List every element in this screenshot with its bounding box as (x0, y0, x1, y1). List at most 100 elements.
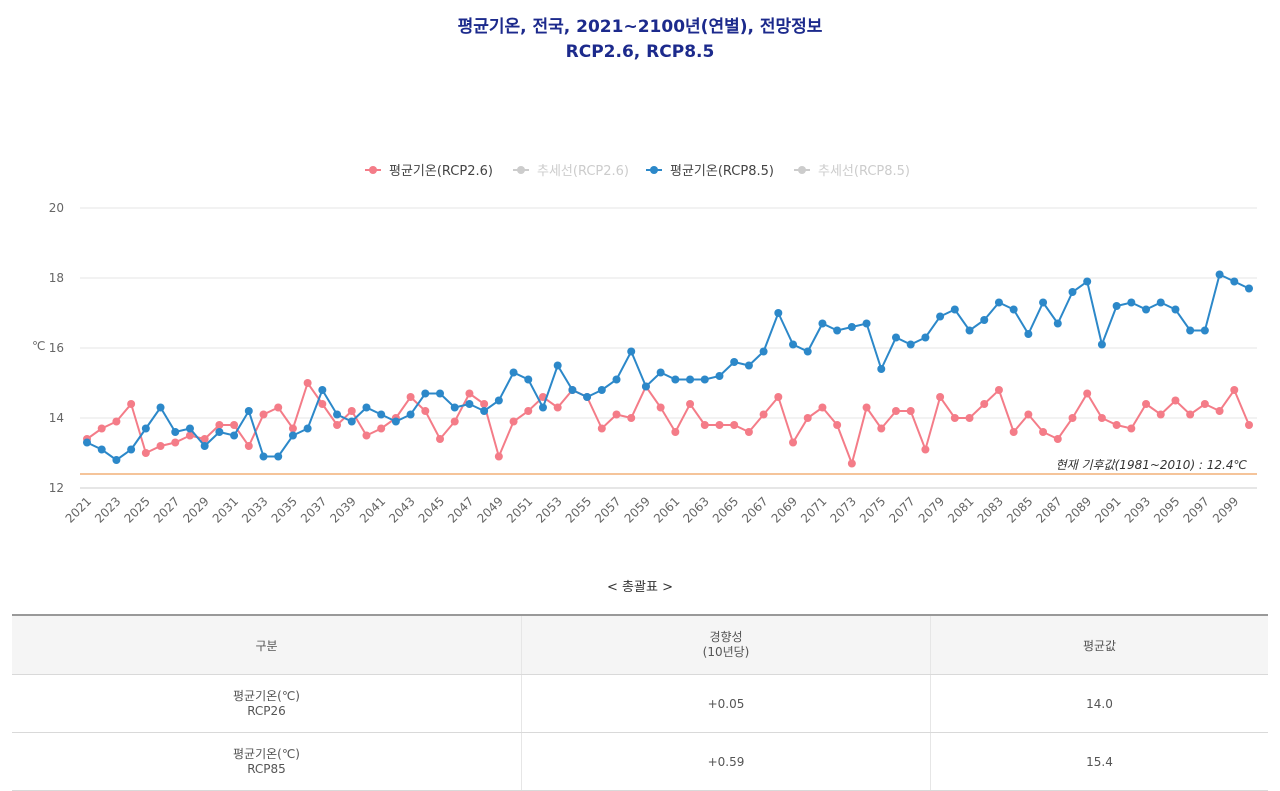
data-point-rcp85[interactable] (965, 326, 974, 335)
data-point-rcp26[interactable] (362, 431, 371, 440)
data-point-rcp85[interactable] (1171, 305, 1180, 314)
data-point-rcp85[interactable] (1053, 319, 1062, 328)
data-point-rcp85[interactable] (127, 445, 136, 454)
data-point-rcp85[interactable] (230, 431, 239, 440)
data-point-rcp26[interactable] (965, 414, 974, 422)
data-point-rcp85[interactable] (936, 312, 945, 321)
data-point-rcp26[interactable] (686, 400, 695, 408)
data-point-rcp85[interactable] (833, 326, 842, 335)
data-point-rcp85[interactable] (1186, 326, 1195, 335)
data-point-rcp26[interactable] (318, 400, 327, 408)
data-point-rcp85[interactable] (877, 365, 886, 373)
data-point-rcp26[interactable] (1053, 435, 1062, 443)
data-point-rcp85[interactable] (524, 375, 533, 384)
data-point-rcp26[interactable] (1127, 424, 1136, 433)
data-point-rcp26[interactable] (274, 403, 283, 412)
data-point-rcp26[interactable] (627, 414, 636, 422)
data-point-rcp26[interactable] (465, 389, 474, 398)
data-point-rcp85[interactable] (1142, 305, 1151, 314)
data-point-rcp85[interactable] (671, 375, 680, 384)
data-point-rcp85[interactable] (1083, 277, 1092, 286)
data-point-rcp26[interactable] (612, 410, 621, 419)
data-point-rcp85[interactable] (950, 305, 959, 314)
data-point-rcp85[interactable] (112, 456, 121, 464)
data-point-rcp85[interactable] (200, 442, 209, 450)
data-point-rcp85[interactable] (450, 403, 459, 412)
data-point-rcp26[interactable] (1215, 407, 1224, 415)
data-point-rcp85[interactable] (730, 358, 739, 366)
data-point-rcp26[interactable] (700, 421, 709, 429)
data-point-rcp85[interactable] (641, 382, 650, 391)
data-point-rcp26[interactable] (1245, 421, 1253, 429)
data-point-rcp85[interactable] (568, 386, 577, 394)
legend-item-rcp85[interactable]: 평균기온(RCP8.5) (646, 164, 774, 179)
data-point-rcp85[interactable] (97, 445, 106, 454)
data-point-rcp26[interactable] (715, 421, 724, 429)
data-point-rcp26[interactable] (347, 407, 356, 415)
data-point-rcp26[interactable] (818, 403, 827, 412)
data-point-rcp85[interactable] (288, 431, 297, 440)
data-point-rcp26[interactable] (1186, 410, 1195, 419)
data-point-rcp85[interactable] (686, 375, 695, 384)
data-point-rcp85[interactable] (1215, 270, 1224, 279)
data-point-rcp85[interactable] (1009, 305, 1018, 314)
data-point-rcp26[interactable] (1068, 414, 1077, 422)
data-point-rcp85[interactable] (744, 361, 753, 370)
data-point-rcp26[interactable] (1230, 386, 1239, 394)
data-point-rcp85[interactable] (1230, 277, 1239, 286)
data-point-rcp26[interactable] (171, 438, 180, 447)
data-point-rcp26[interactable] (230, 421, 239, 429)
data-point-rcp26[interactable] (1039, 428, 1048, 436)
data-point-rcp85[interactable] (274, 452, 283, 461)
data-point-rcp26[interactable] (185, 431, 194, 440)
data-point-rcp26[interactable] (333, 421, 342, 429)
data-point-rcp26[interactable] (244, 442, 253, 450)
data-point-rcp85[interactable] (185, 424, 194, 433)
data-point-rcp26[interactable] (553, 403, 562, 412)
data-point-rcp26[interactable] (1009, 428, 1018, 436)
data-point-rcp85[interactable] (980, 316, 989, 324)
data-point-rcp26[interactable] (450, 417, 459, 426)
data-point-rcp85[interactable] (156, 403, 165, 412)
data-point-rcp26[interactable] (200, 435, 209, 443)
data-point-rcp85[interactable] (436, 389, 445, 398)
data-point-rcp26[interactable] (921, 445, 930, 454)
data-point-rcp85[interactable] (1127, 298, 1136, 307)
data-point-rcp85[interactable] (906, 340, 915, 349)
data-point-rcp85[interactable] (494, 396, 503, 405)
data-point-rcp85[interactable] (318, 386, 327, 394)
data-point-rcp85[interactable] (921, 333, 930, 342)
data-point-rcp85[interactable] (83, 438, 91, 447)
data-point-rcp26[interactable] (288, 424, 297, 433)
data-point-rcp85[interactable] (1245, 284, 1253, 293)
data-point-rcp26[interactable] (1156, 410, 1165, 419)
data-point-rcp85[interactable] (391, 417, 400, 426)
data-point-rcp26[interactable] (656, 403, 665, 412)
data-point-rcp26[interactable] (215, 421, 224, 429)
data-point-rcp85[interactable] (627, 347, 636, 356)
data-point-rcp26[interactable] (112, 417, 121, 426)
data-point-rcp85[interactable] (303, 424, 312, 433)
data-point-rcp26[interactable] (524, 407, 533, 415)
data-point-rcp85[interactable] (789, 340, 798, 349)
data-point-rcp26[interactable] (509, 417, 518, 426)
data-point-rcp26[interactable] (877, 424, 886, 433)
data-point-rcp85[interactable] (715, 372, 724, 380)
data-point-rcp26[interactable] (980, 400, 989, 408)
data-point-rcp85[interactable] (421, 389, 430, 398)
data-point-rcp85[interactable] (509, 368, 518, 377)
data-point-rcp85[interactable] (583, 393, 592, 401)
data-point-rcp85[interactable] (347, 417, 356, 426)
data-point-rcp26[interactable] (259, 410, 268, 419)
data-point-rcp26[interactable] (97, 424, 106, 433)
data-point-rcp85[interactable] (862, 319, 871, 328)
data-point-rcp85[interactable] (1156, 298, 1165, 307)
data-point-rcp26[interactable] (803, 414, 812, 422)
data-point-rcp85[interactable] (891, 333, 900, 342)
data-point-rcp26[interactable] (1200, 400, 1209, 408)
data-point-rcp85[interactable] (538, 403, 547, 412)
data-point-rcp26[interactable] (436, 435, 445, 443)
data-point-rcp26[interactable] (156, 442, 165, 450)
legend-item-trend-rcp26[interactable]: 추세선(RCP2.6) (513, 164, 629, 179)
data-point-rcp26[interactable] (774, 393, 783, 401)
